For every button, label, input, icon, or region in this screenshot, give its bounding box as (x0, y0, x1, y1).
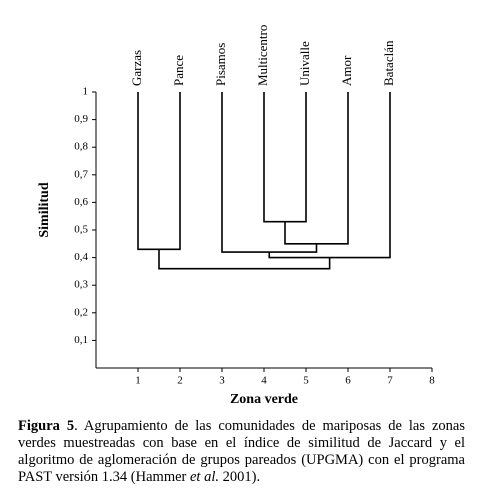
x-tick-label: 7 (387, 375, 393, 387)
y-tick-label: 0,8 (74, 141, 88, 153)
leaf-label: Multicentro (255, 25, 270, 86)
caption: Figura 5. Agrupamiento de las comunidade… (18, 418, 465, 486)
caption-italic: et al. (189, 469, 219, 485)
y-tick-label: 0,2 (74, 306, 88, 318)
x-tick-label: 3 (219, 375, 225, 387)
leaf-label: Pisamos (213, 43, 228, 86)
caption-label: Figura 5 (18, 418, 75, 434)
leaf-label: Garzas (129, 50, 144, 86)
caption-text: 2001). (218, 469, 261, 485)
y-tick-label: 1 (83, 86, 89, 98)
merge-link (221, 92, 318, 253)
merge-link (158, 249, 331, 270)
y-tick-label: 0,6 (74, 196, 88, 208)
x-tick-label: 1 (135, 375, 141, 387)
y-tick-label: 0,4 (74, 251, 88, 263)
leaf-label: Bataclán (381, 40, 396, 86)
leaf-label: Univalle (297, 41, 312, 86)
caption-text: . Agrupamiento de las comunidades de mar… (18, 418, 465, 485)
merge-link (263, 92, 307, 223)
y-tick-label: 0,1 (74, 334, 88, 346)
chart: Similitud Zona verde 0,1 0,2 0,3 0,4 0,5 0,6 0… (37, 25, 435, 408)
x-tick-label: 6 (345, 375, 351, 387)
y-axis-title: Similitud (37, 182, 52, 237)
y-tick-label: 0,5 (74, 224, 88, 236)
y-tick-label: 0,3 (74, 279, 88, 291)
x-axis-title: Zona verde (230, 392, 298, 407)
x-tick-label: 2 (177, 375, 183, 387)
y-tick-label: 0,9 (74, 113, 88, 125)
leaf-label: Pance (171, 55, 186, 86)
x-tick-label: 5 (303, 375, 309, 387)
x-tick-label: 8 (429, 375, 435, 387)
x-tick-label: 4 (261, 375, 267, 387)
merge-link (268, 92, 391, 259)
y-tick-label: 0,7 (74, 168, 88, 180)
merge-link (137, 92, 181, 251)
leaf-label: Amor (339, 55, 354, 86)
